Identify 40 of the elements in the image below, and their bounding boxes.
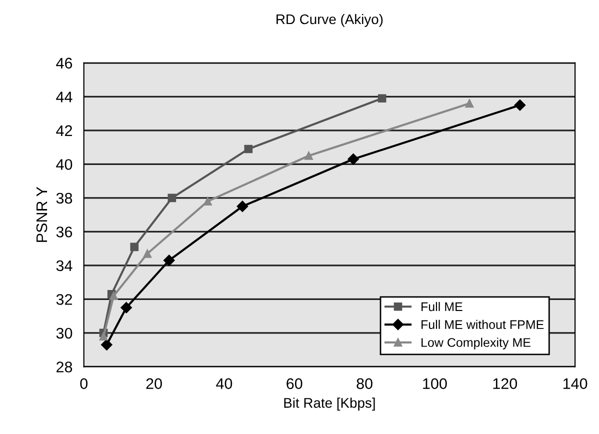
point xyxy=(143,249,152,258)
legend-label: Full ME xyxy=(422,302,462,312)
point xyxy=(130,242,139,252)
point xyxy=(110,292,118,300)
point xyxy=(204,197,212,206)
x-tick-label: 120 xyxy=(493,378,518,390)
point xyxy=(101,339,112,350)
point xyxy=(514,100,526,111)
point xyxy=(164,254,175,266)
x-tick-label: 20 xyxy=(146,378,162,390)
y-tick-label: 42 xyxy=(56,125,72,136)
y-tick-label: 46 xyxy=(56,58,72,69)
legend-label: Full ME without FPME xyxy=(422,320,544,330)
point xyxy=(465,99,474,108)
chart-title: RD Curve (Akiyo) xyxy=(276,14,383,27)
x-tick-label: 80 xyxy=(356,378,372,390)
x-tick-label: 60 xyxy=(286,378,302,390)
point xyxy=(244,144,253,154)
x-tick-label: 0 xyxy=(80,378,88,390)
x-tick-label: 40 xyxy=(216,378,232,390)
point xyxy=(168,194,176,202)
y-tick-label: 28 xyxy=(56,362,72,372)
y-axis-title: PSNR Y xyxy=(36,186,48,242)
y-tick-label: 38 xyxy=(56,192,72,204)
point xyxy=(120,302,132,314)
point xyxy=(378,94,386,103)
y-tick-label: 30 xyxy=(56,328,72,339)
y-tick-label: 40 xyxy=(56,159,72,170)
y-tick-label: 34 xyxy=(56,260,72,272)
point xyxy=(348,154,359,165)
point xyxy=(99,332,108,341)
y-tick-label: 36 xyxy=(56,226,72,238)
y-tick-label: 32 xyxy=(56,294,72,305)
y-tick-label: 44 xyxy=(56,92,72,102)
legend-label: Low Complexity ME xyxy=(422,338,530,350)
x-tick-label: 140 xyxy=(563,378,588,390)
x-tick-label: 100 xyxy=(423,378,447,390)
x-axis-title: Bit Rate [Kbps] xyxy=(284,398,375,411)
point xyxy=(236,200,248,212)
point xyxy=(304,152,313,160)
